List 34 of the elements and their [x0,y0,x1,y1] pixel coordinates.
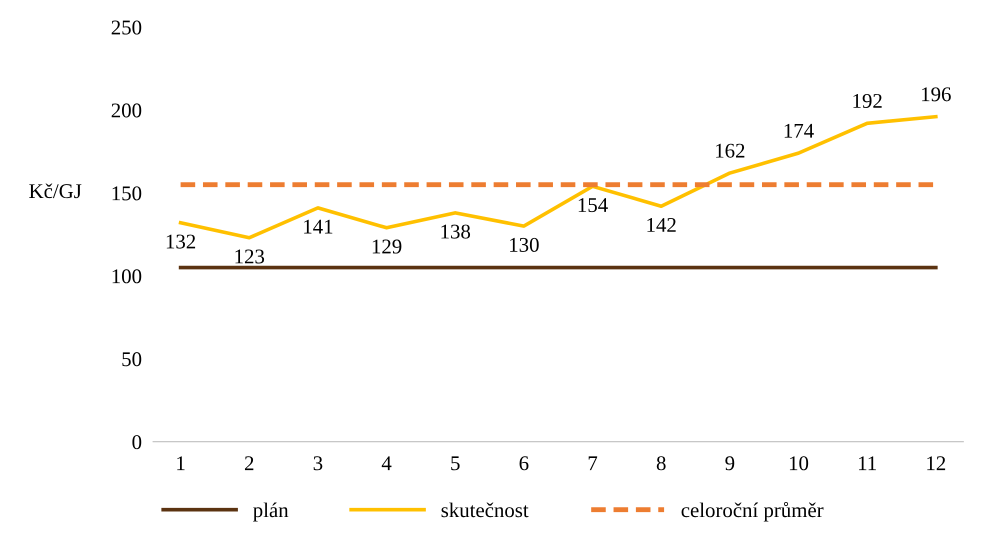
data-label: 138 [441,224,470,239]
y-tick-label: 100 [112,269,142,284]
data-label: 174 [784,124,814,138]
x-tick-label: 6 [520,456,528,470]
data-label: 192 [853,94,882,108]
y-axis-title: Kč/GJ [29,183,82,198]
data-label: 132 [166,234,196,249]
data-label: 130 [510,238,539,252]
data-label: 154 [578,198,608,212]
legend-label: skutečnost [442,502,529,518]
y-tick-label: 250 [112,20,142,35]
data-label: 141 [304,220,332,234]
data-label: 162 [716,144,744,158]
x-tick-label: 1 [177,456,185,470]
x-tick-label: 2 [244,456,254,470]
x-tick-label: 5 [451,456,460,470]
x-tick-label: 11 [858,456,876,470]
x-tick-label: 7 [588,456,598,470]
x-tick-label: 12 [927,456,946,470]
data-label: 142 [647,218,676,232]
data-label: 129 [372,240,402,254]
data-label: 123 [235,250,264,264]
data-label: 196 [922,87,951,102]
x-tick-label: 10 [790,456,808,470]
x-tick-label: 9 [725,456,734,470]
y-tick-label: 50 [122,352,142,366]
x-tick-label: 4 [382,456,392,470]
legend-label: plán [253,502,288,522]
x-tick-label: 8 [656,456,666,470]
legend-label: celoroční průměr [682,502,824,522]
y-tick-label: 150 [112,186,142,200]
x-tick-label: 3 [314,456,322,470]
y-tick-label: 0 [132,435,142,450]
y-tick-label: 200 [112,103,142,118]
